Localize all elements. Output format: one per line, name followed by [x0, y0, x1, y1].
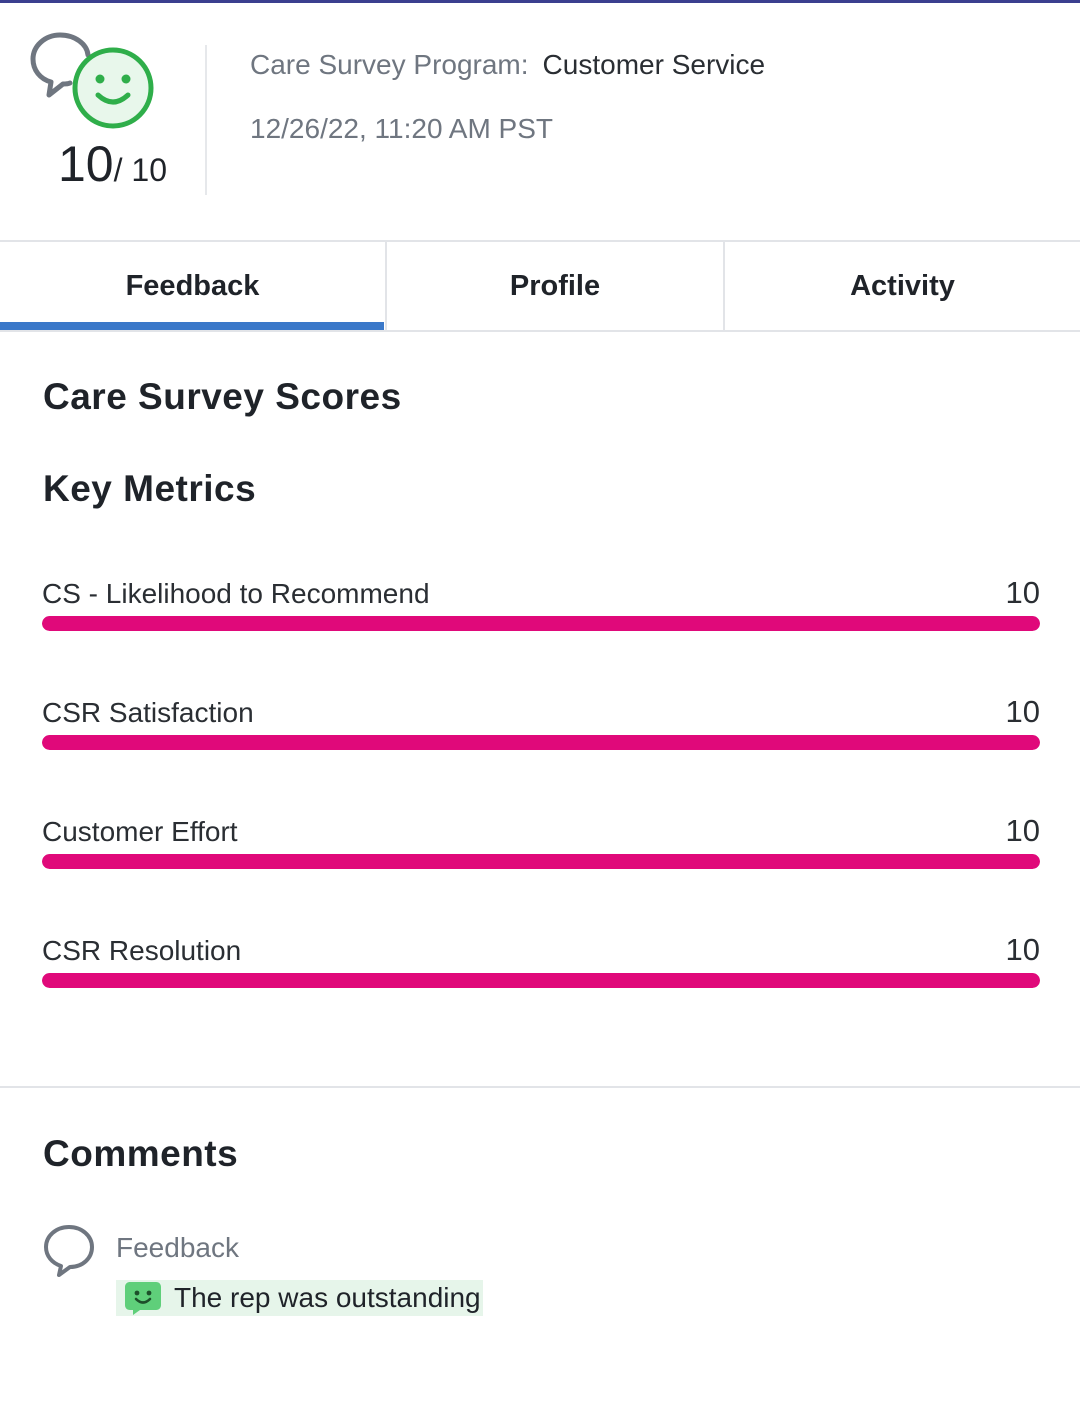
metric-bar-track [42, 735, 1040, 750]
tab-activity-label: Activity [850, 269, 955, 302]
tab-activity[interactable]: Activity [723, 242, 1080, 330]
metric-value: 10 [1005, 575, 1040, 610]
metric-value: 10 [1005, 813, 1040, 848]
tab-feedback[interactable]: Feedback [0, 242, 385, 330]
metric-bar-track [42, 616, 1040, 631]
metric-bar-track [42, 854, 1040, 869]
survey-header: 10/ 10 Care Survey Program: Customer Serv… [0, 3, 1080, 240]
comments-heading: Comments [43, 1133, 239, 1174]
smiley-icon [125, 1282, 161, 1315]
section-divider [0, 1086, 1080, 1088]
program-label: Care Survey Program: [250, 49, 529, 80]
chat-bubble-smiley-icon [30, 32, 154, 129]
metric-likelihood-to-recommend: CS - Likelihood to Recommend 10 [42, 575, 1040, 638]
header-divider [205, 45, 207, 195]
survey-program: Care Survey Program: Customer Service [250, 49, 765, 81]
active-tab-indicator [0, 322, 384, 330]
key-metrics-heading: Key Metrics [43, 468, 257, 509]
metric-label: Customer Effort [42, 816, 238, 847]
program-value: Customer Service [542, 49, 766, 80]
survey-datetime: 12/26/22, 11:20 AM PST [250, 113, 554, 144]
tab-profile[interactable]: Profile [385, 242, 723, 330]
overall-score: 10/ 10 [58, 135, 167, 193]
metric-label: CSR Satisfaction [42, 697, 254, 728]
score-value: 10 [58, 136, 114, 192]
comment-text: The rep was outstanding [174, 1282, 481, 1313]
comment-type-label: Feedback [116, 1232, 239, 1263]
tab-feedback-label: Feedback [125, 269, 260, 302]
top-accent-line [0, 0, 1080, 3]
metric-customer-effort: Customer Effort 10 [42, 813, 1040, 876]
tab-profile-label: Profile [509, 269, 601, 302]
metric-csr-satisfaction: CSR Satisfaction 10 [42, 694, 1040, 757]
tab-bar: Feedback Profile Activity [0, 240, 1080, 332]
metric-value: 10 [1005, 694, 1040, 729]
chat-bubble-icon [44, 1225, 94, 1277]
score-slash: / [113, 152, 132, 188]
metric-bar-fill [42, 973, 1040, 988]
section-title: Care Survey Scores [43, 376, 402, 417]
metric-csr-resolution: CSR Resolution 10 [42, 932, 1040, 995]
metric-bar-fill [42, 735, 1040, 750]
metric-label: CS - Likelihood to Recommend [42, 578, 430, 609]
score-max: 10 [131, 152, 167, 188]
metric-bar-fill [42, 854, 1040, 869]
metric-bar-fill [42, 616, 1040, 631]
metric-value: 10 [1005, 932, 1040, 967]
metric-label: CSR Resolution [42, 935, 242, 966]
comment-item: The rep was outstanding [116, 1280, 483, 1316]
metric-bar-track [42, 973, 1040, 988]
